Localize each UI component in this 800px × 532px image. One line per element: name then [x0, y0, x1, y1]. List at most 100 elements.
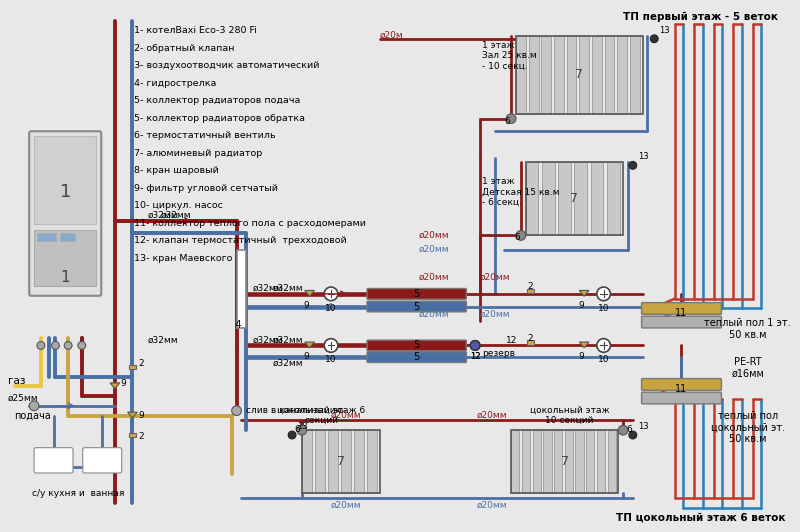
Text: 8- кран шаровый: 8- кран шаровый	[134, 167, 219, 176]
Text: 3- воздухоотводчик автоматический: 3- воздухоотводчик автоматический	[134, 61, 320, 70]
Text: 10- циркул. насос: 10- циркул. насос	[134, 202, 223, 210]
Text: ø20мм: ø20мм	[418, 272, 450, 281]
Bar	[341, 430, 351, 494]
Text: 9: 9	[138, 411, 144, 420]
Circle shape	[470, 340, 480, 350]
Bar	[590, 162, 603, 236]
Text: теплый пол 1 эт.
50 кв.м: теплый пол 1 эт. 50 кв.м	[704, 318, 791, 340]
Bar	[529, 36, 538, 114]
Text: 9- фильтр угловой сетчатый: 9- фильтр угловой сетчатый	[134, 184, 278, 193]
Text: 13: 13	[659, 26, 670, 35]
Text: 1: 1	[59, 182, 71, 201]
Circle shape	[288, 431, 296, 439]
Text: 9: 9	[578, 301, 584, 310]
Bar	[579, 36, 589, 114]
Text: 2: 2	[138, 432, 144, 441]
Text: 6: 6	[504, 117, 510, 126]
Text: ø32мм: ø32мм	[148, 336, 178, 345]
Text: 9: 9	[578, 352, 584, 361]
Bar	[554, 430, 562, 494]
Bar	[60, 233, 75, 240]
Text: ø32мм: ø32мм	[273, 336, 303, 345]
Text: ø32мм: ø32мм	[273, 284, 303, 293]
Text: 7: 7	[337, 455, 345, 468]
Text: 13: 13	[297, 422, 307, 431]
Bar	[302, 430, 380, 494]
Text: 1: 1	[61, 270, 70, 285]
Text: 6- термостатичный вентиль: 6- термостатичный вентиль	[134, 131, 276, 140]
Text: 9: 9	[304, 301, 310, 310]
Text: 1- котелBaxi Eco-3 280 Fi: 1- котелBaxi Eco-3 280 Fi	[134, 26, 257, 35]
Bar	[542, 162, 554, 236]
Text: цокольный этаж 6
секций: цокольный этаж 6 секций	[277, 406, 366, 425]
Text: ø20мм: ø20мм	[477, 500, 508, 509]
Bar	[575, 430, 584, 494]
Text: ø32мм: ø32мм	[253, 284, 284, 293]
Text: ø20мм: ø20мм	[418, 310, 450, 319]
Text: 10: 10	[598, 304, 610, 313]
Circle shape	[618, 425, 628, 435]
Text: 6: 6	[294, 425, 300, 434]
Text: 11- коллектор теплого пола с расходомерами: 11- коллектор теплого пола с расходомера…	[134, 219, 366, 228]
Bar	[129, 364, 136, 369]
Bar	[526, 288, 534, 293]
Text: 1 этаж
Детская 15 кв.м
- 6 секц.: 1 этаж Детская 15 кв.м - 6 секц.	[482, 177, 559, 207]
Text: 9: 9	[121, 379, 126, 387]
Text: 13: 13	[638, 153, 648, 161]
Circle shape	[597, 339, 610, 352]
Bar	[522, 430, 530, 494]
Circle shape	[51, 342, 59, 350]
Text: 12- клапан термостатичный  трехходовой: 12- клапан термостатичный трехходовой	[134, 236, 347, 245]
Bar	[34, 136, 96, 225]
Circle shape	[629, 161, 637, 169]
Bar	[328, 430, 338, 494]
Text: 6: 6	[514, 234, 520, 243]
Bar	[565, 430, 573, 494]
Text: PE-RT
ø16мм: PE-RT ø16мм	[731, 357, 764, 379]
Polygon shape	[579, 290, 589, 296]
Bar	[533, 430, 541, 494]
Circle shape	[324, 287, 338, 301]
Text: ø25мм: ø25мм	[8, 394, 38, 403]
FancyBboxPatch shape	[642, 316, 722, 328]
Text: ø32мм: ø32мм	[253, 336, 284, 345]
FancyBboxPatch shape	[367, 288, 466, 299]
Bar	[542, 36, 551, 114]
Polygon shape	[305, 342, 314, 348]
Text: ø20мм: ø20мм	[331, 500, 362, 509]
Text: 6: 6	[626, 425, 632, 434]
Bar	[516, 36, 526, 114]
Bar	[592, 36, 602, 114]
Bar	[526, 162, 623, 236]
Text: 11: 11	[675, 384, 688, 394]
Text: 11: 11	[675, 309, 688, 318]
FancyBboxPatch shape	[367, 340, 466, 351]
Bar	[543, 430, 552, 494]
FancyBboxPatch shape	[642, 392, 722, 404]
Text: ø20мм: ø20мм	[418, 230, 450, 239]
Text: ø32мм: ø32мм	[161, 211, 191, 220]
Circle shape	[30, 401, 39, 411]
Circle shape	[232, 406, 242, 415]
Polygon shape	[305, 290, 314, 296]
Text: 4: 4	[234, 320, 241, 330]
Text: 10: 10	[598, 355, 610, 364]
Bar	[607, 430, 616, 494]
Text: 5- коллектор радиаторов подача: 5- коллектор радиаторов подача	[134, 96, 301, 105]
Circle shape	[516, 230, 526, 240]
Text: теплый пол
цокольный эт.
50 кв.м: теплый пол цокольный эт. 50 кв.м	[710, 411, 785, 444]
Text: 4- гидрострелка: 4- гидрострелка	[134, 79, 217, 88]
Text: слив в канализацию: слив в канализацию	[246, 406, 343, 415]
Text: 5- коллектор радиаторов обратка: 5- коллектор радиаторов обратка	[134, 114, 306, 123]
FancyBboxPatch shape	[30, 131, 102, 296]
Text: 7: 7	[575, 68, 583, 81]
Bar	[516, 36, 642, 114]
Text: 7: 7	[561, 455, 569, 468]
Text: резерв: резерв	[482, 350, 515, 359]
Bar	[129, 433, 136, 437]
Text: 5: 5	[414, 302, 420, 312]
Circle shape	[470, 340, 480, 350]
Circle shape	[78, 342, 86, 350]
Bar	[511, 430, 618, 494]
Text: ТП цокольный этаж 6 веток: ТП цокольный этаж 6 веток	[616, 513, 786, 523]
